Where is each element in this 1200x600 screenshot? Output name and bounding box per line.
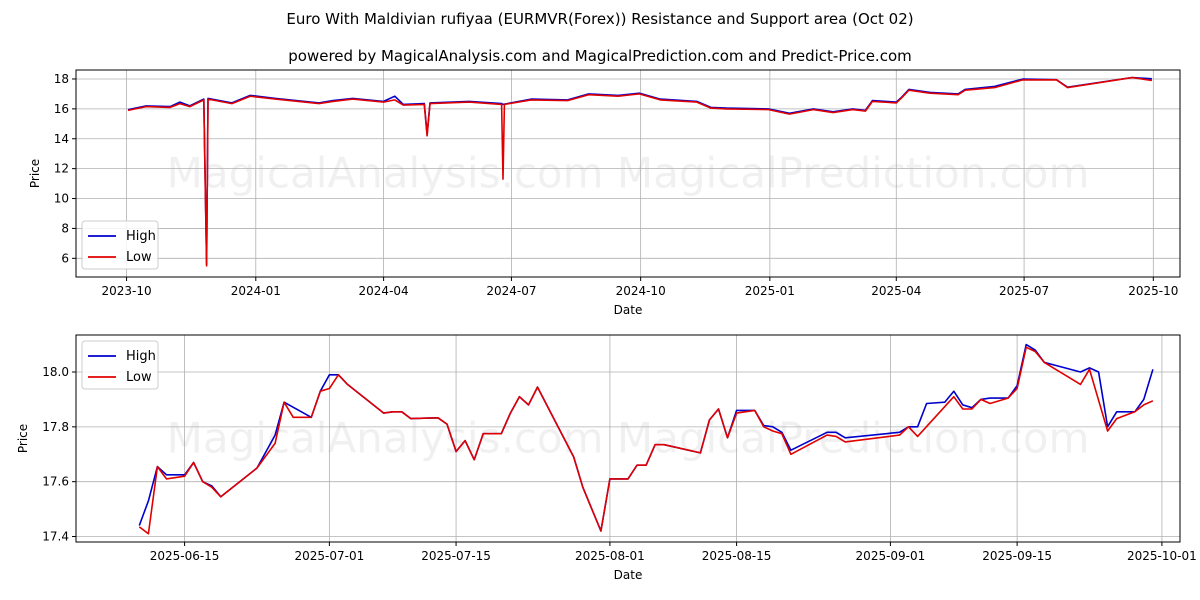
x-tick-label: 2025-01 [745, 284, 795, 298]
y-tick-label: 12 [54, 162, 69, 176]
y-tick-label: 17.4 [42, 530, 69, 544]
y-tick-label: 17.6 [42, 475, 69, 489]
y-axis-label: Price [16, 424, 30, 453]
x-tick-label: 2024-04 [359, 284, 409, 298]
chart-subtitle: powered by MagicalAnalysis.com and Magic… [288, 47, 912, 65]
plot-frame [75, 334, 1181, 543]
y-tick-label: 18 [54, 72, 69, 86]
series-line-low [127, 76, 1153, 267]
x-tick-label: 2025-09-15 [982, 549, 1052, 563]
x-tick-label: 2025-06-15 [150, 549, 220, 563]
series-line-low [138, 346, 1154, 535]
y-tick-label: 14 [54, 132, 69, 146]
plot-frame [75, 69, 1181, 278]
x-axis-label: Date [614, 303, 643, 317]
x-tick-label: 2025-09-01 [856, 549, 926, 563]
x-tick-label: 2025-07 [999, 284, 1049, 298]
y-tick-label: 6 [61, 251, 69, 265]
x-tick-label: 2023-10 [101, 284, 151, 298]
x-tick-label: 2025-08-01 [575, 549, 645, 563]
x-tick-label: 2025-10 [1128, 284, 1178, 298]
y-axis-label: Price [28, 159, 42, 188]
y-tick-label: 16 [54, 102, 69, 116]
legend-label-high: High [126, 349, 156, 364]
y-tick-label: 17.8 [42, 420, 69, 434]
watermark: MagicalAnalysis.com MagicalPrediction.co… [167, 414, 1090, 463]
legend-label-low: Low [126, 250, 152, 265]
y-tick-label: 18.0 [42, 365, 69, 379]
watermark: MagicalAnalysis.com MagicalPrediction.co… [167, 149, 1090, 198]
x-tick-label: 2025-04 [871, 284, 921, 298]
chart-title: Euro With Maldivian rufiyaa (EURMVR(Fore… [286, 10, 914, 28]
chart-0: MagicalAnalysis.com MagicalPrediction.co… [28, 69, 1181, 317]
x-tick-label: 2025-10-01 [1127, 549, 1197, 563]
x-tick-label: 2024-01 [231, 284, 281, 298]
legend-label-high: High [126, 229, 156, 244]
y-tick-label: 10 [54, 192, 69, 206]
x-tick-label: 2025-07-15 [421, 549, 491, 563]
x-tick-label: 2024-07 [486, 284, 536, 298]
y-tick-label: 8 [61, 221, 69, 235]
chart-1: MagicalAnalysis.com MagicalPrediction.co… [16, 334, 1197, 582]
legend-label-low: Low [126, 370, 152, 385]
x-tick-label: 2025-07-01 [295, 549, 365, 563]
x-tick-label: 2024-10 [616, 284, 666, 298]
x-tick-label: 2025-08-15 [702, 549, 772, 563]
x-axis-label: Date [614, 568, 643, 582]
